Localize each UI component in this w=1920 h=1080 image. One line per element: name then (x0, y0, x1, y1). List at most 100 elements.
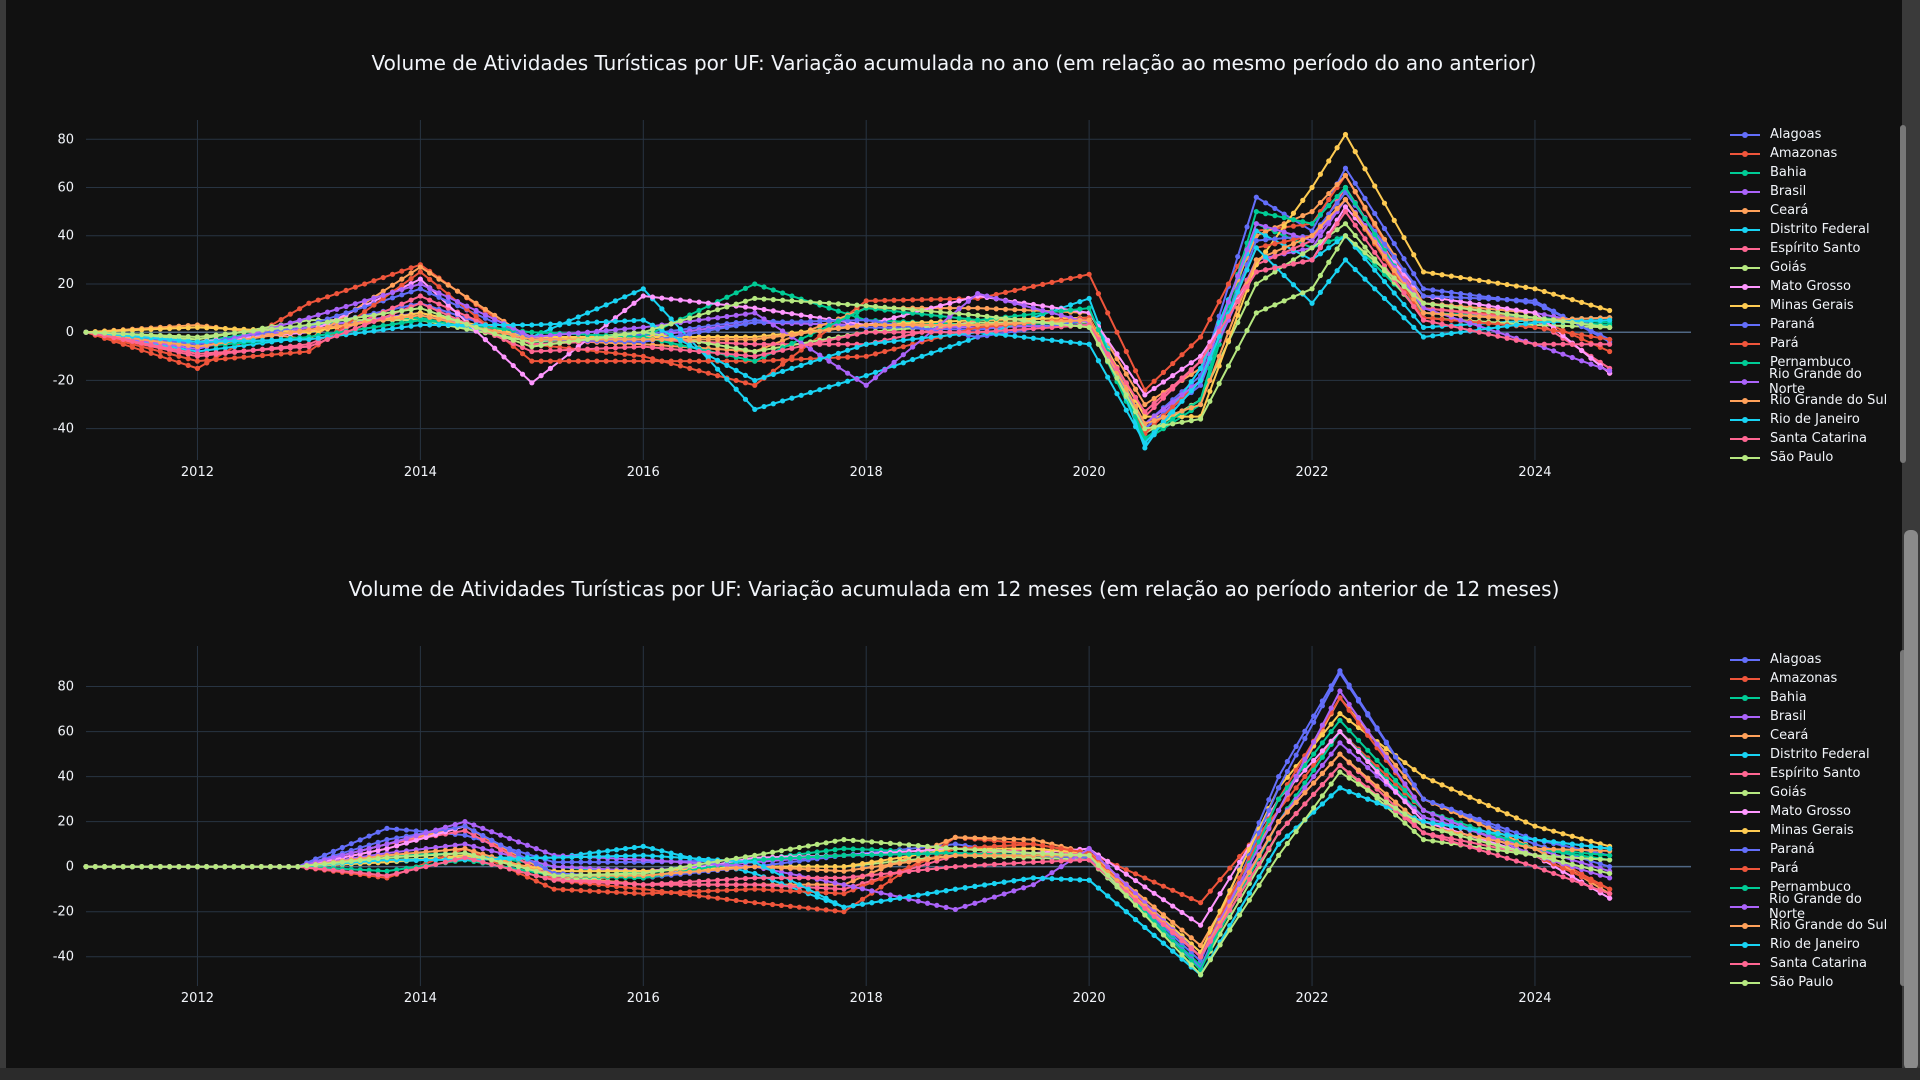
data-point (752, 358, 758, 364)
data-point (259, 352, 266, 359)
data-point (778, 860, 785, 866)
data-point (1253, 281, 1259, 287)
data-point (640, 286, 646, 292)
legend-item[interactable]: Rio Grande do Norte (1728, 367, 1898, 397)
data-point (389, 321, 396, 327)
data-point (640, 293, 646, 299)
data-point (1235, 273, 1241, 279)
data-point (287, 320, 293, 326)
legend-scrollbar[interactable] (1900, 125, 1906, 463)
data-point (129, 338, 136, 344)
data-point (612, 345, 619, 351)
data-point (1302, 785, 1308, 791)
data-point (1560, 329, 1566, 335)
data-point (1300, 251, 1306, 257)
data-point (823, 882, 829, 888)
legend-item[interactable]: Rio de Janeiro (1728, 410, 1898, 429)
data-point (1448, 308, 1454, 314)
data-point (1236, 859, 1243, 865)
data-point (1244, 224, 1250, 230)
legend-item[interactable]: Rio Grande do Sul (1728, 391, 1898, 410)
data-point (519, 371, 526, 377)
legend-item[interactable]: Paraná (1728, 315, 1898, 334)
data-point (594, 319, 600, 325)
data-point (213, 346, 219, 352)
chart-legend[interactable]: Alagoas Amazonas Bahia Brasil Ceará Distrito … (1728, 125, 1898, 467)
data-point (445, 302, 451, 308)
data-point (1476, 301, 1482, 308)
data-point (975, 322, 981, 328)
legend-item[interactable]: Pernambuco (1728, 353, 1898, 372)
data-point (1337, 670, 1343, 676)
data-point (1372, 258, 1378, 264)
data-point (1179, 909, 1185, 916)
data-point (863, 341, 869, 347)
line-chart-accumulated-year[interactable]: 2012 2014 2016 2018 2020 2022 2024-40-20020406… (6, 100, 1706, 500)
legend-swatch-icon (1730, 226, 1760, 233)
data-point (714, 882, 721, 888)
data-point (733, 290, 739, 296)
data-point (1448, 289, 1454, 296)
data-point (761, 316, 767, 322)
data-point (519, 351, 526, 357)
data-point (1372, 267, 1378, 273)
legend-item[interactable]: Goiás (1728, 258, 1898, 277)
data-point (436, 294, 442, 300)
legend-item[interactable]: Mato Grosso (1728, 277, 1898, 296)
data-point (1607, 864, 1613, 870)
line-chart-accumulated-12-months[interactable]: 2012 2014 2016 2018 2020 2022 2024-40-20020406… (6, 626, 1706, 1026)
data-point (1458, 329, 1464, 335)
data-point (1317, 245, 1324, 251)
legend-item[interactable]: Bahia (1728, 163, 1898, 182)
data-point (1372, 286, 1378, 292)
data-point (436, 316, 442, 322)
data-point (696, 299, 702, 305)
data-point (1142, 392, 1148, 398)
data-point (826, 358, 832, 364)
legend-item[interactable]: Ceará (1728, 201, 1898, 220)
data-point (417, 281, 423, 287)
data-point (427, 297, 433, 303)
legend-item[interactable]: Minas Gerais (1728, 296, 1898, 315)
data-point (1569, 341, 1575, 347)
data-point (956, 315, 962, 321)
data-point (1328, 738, 1334, 744)
data-point (1326, 245, 1332, 251)
legend-item[interactable]: Amazonas (1728, 144, 1898, 163)
data-point (1302, 728, 1308, 734)
legend-item[interactable]: Espírito Santo (1728, 239, 1898, 258)
data-point (1179, 419, 1185, 425)
data-point (928, 334, 934, 340)
data-point (1420, 310, 1427, 316)
legend-item[interactable]: Santa Catarina (1728, 429, 1898, 448)
data-point (492, 316, 498, 322)
legend-item[interactable]: Brasil (1728, 182, 1898, 201)
data-point (464, 294, 470, 300)
data-point (770, 297, 776, 303)
data-point (947, 318, 953, 324)
data-point (1263, 243, 1269, 249)
data-point (594, 358, 600, 364)
data-point (1346, 748, 1352, 754)
data-point (222, 345, 228, 351)
data-point (798, 347, 804, 353)
data-point (924, 861, 931, 867)
data-point (1151, 413, 1157, 420)
legend-item[interactable]: Alagoas (1728, 125, 1898, 144)
data-point (1362, 244, 1368, 250)
data-point (389, 325, 396, 332)
data-point (1160, 369, 1167, 375)
data-point (1607, 348, 1613, 355)
legend-item[interactable]: São Paulo (1728, 448, 1898, 467)
data-point (993, 321, 999, 327)
data-point (919, 297, 925, 303)
data-point (464, 321, 470, 327)
y-tick-label: -20 (53, 905, 74, 920)
data-point (1160, 897, 1167, 903)
data-point (362, 322, 368, 328)
data-point (1040, 839, 1046, 845)
legend-item[interactable]: Pará (1728, 334, 1898, 353)
series-line-5 (86, 786, 1610, 976)
legend-item[interactable]: Distrito Federal (1728, 220, 1898, 239)
data-point (1352, 232, 1358, 239)
